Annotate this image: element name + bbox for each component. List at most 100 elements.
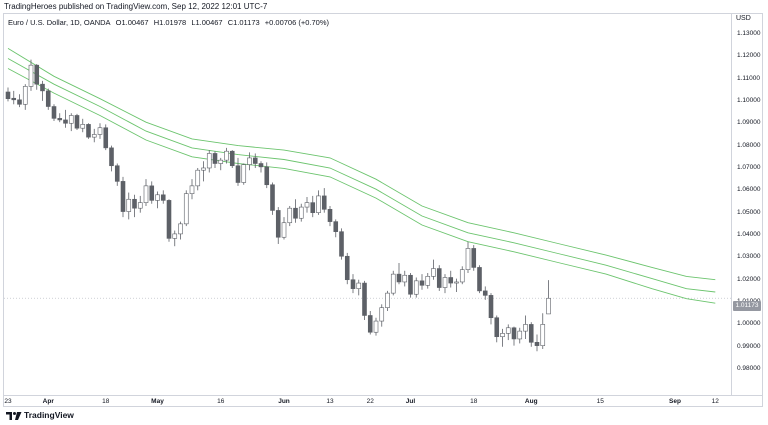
last-price-tag: 1.01173 <box>733 301 761 311</box>
low-value: L1.00467 <box>191 18 223 27</box>
candle-up <box>454 281 459 284</box>
footer-bar <box>0 407 768 425</box>
candle-down <box>45 90 51 107</box>
symbol-name: Euro / U.S. Dollar, 1D, OANDA <box>8 18 111 27</box>
time-tick-label: 12 <box>711 398 719 405</box>
candle-up <box>379 307 385 322</box>
candle-up <box>155 194 160 201</box>
candle-down <box>275 210 281 238</box>
candle-down <box>344 255 350 281</box>
time-tick-label: 18 <box>102 398 110 405</box>
candle-up <box>241 164 247 183</box>
candle-down <box>362 282 367 316</box>
candle-up <box>356 282 362 289</box>
candle-up <box>442 277 448 288</box>
candlestick-chart[interactable] <box>4 14 731 395</box>
candle-down <box>34 64 40 85</box>
candle-up <box>390 273 396 294</box>
price-tick-label: 1.06000 <box>737 186 761 194</box>
price-tick-label: 1.09000 <box>737 119 761 127</box>
price-tick-label: 1.08000 <box>737 141 761 149</box>
currency-label: USD <box>736 15 751 22</box>
candle-down <box>270 184 275 211</box>
price-tick-label: 1.07000 <box>737 163 761 171</box>
candle-down <box>86 124 91 138</box>
candle-down <box>293 207 298 219</box>
candle-up <box>189 185 195 194</box>
candle-up <box>316 195 321 213</box>
candle-down <box>5 91 11 99</box>
candle-up <box>431 268 436 277</box>
candle-up <box>540 324 546 346</box>
candle-up <box>298 206 304 219</box>
candle-down <box>57 118 63 121</box>
symbol-legend[interactable]: Euro / U.S. Dollar, 1D, OANDA O1.00467 H… <box>8 18 332 27</box>
candle-down <box>160 194 166 201</box>
time-tick-label: Apr <box>42 398 54 405</box>
publisher-note: TradingHeroes published on TradingView.c… <box>4 2 268 11</box>
candle-up <box>178 223 183 235</box>
candle-down <box>229 150 235 167</box>
candle-down <box>132 198 137 209</box>
candle-down <box>327 209 333 222</box>
candle-down <box>396 273 402 283</box>
candle-up <box>224 150 229 161</box>
candle-up <box>465 248 471 270</box>
candle-down <box>477 267 482 292</box>
candle-up <box>546 297 551 315</box>
candle-up <box>172 233 178 239</box>
candle-down <box>11 97 17 101</box>
change-value: +0.00706 (+0.70%) <box>264 18 329 27</box>
candle-down <box>51 106 57 119</box>
candle-up <box>28 64 34 87</box>
time-tick-label: 22 <box>366 398 374 405</box>
candle-down <box>258 163 264 168</box>
price-tick-label: 1.03000 <box>737 253 761 261</box>
candle-down <box>419 280 425 286</box>
candle-down <box>448 277 454 284</box>
price-tick-label: 0.98000 <box>737 365 761 373</box>
candle-up <box>523 324 528 332</box>
candle-up <box>281 222 287 238</box>
candle-down <box>436 268 442 288</box>
price-tick-label: 1.11000 <box>737 74 761 82</box>
time-tick-label: May <box>151 398 164 405</box>
candle-up <box>183 193 189 225</box>
candle-down <box>408 274 413 295</box>
candle-up <box>304 202 310 208</box>
candle-down <box>252 157 258 164</box>
time-tick-label: Jul <box>405 398 416 405</box>
envelope-middle-line <box>7 58 716 293</box>
candle-down <box>482 290 488 296</box>
envelope-upper-line <box>7 48 716 281</box>
candle-down <box>494 317 500 338</box>
time-tick-label: 13 <box>326 398 334 405</box>
open-value: O1.00467 <box>115 18 149 27</box>
high-value: H1.01978 <box>153 18 187 27</box>
candle-down <box>235 165 241 183</box>
time-tick-label: Sep <box>669 398 681 405</box>
time-tick-label: 18 <box>470 398 478 405</box>
price-tick-label: 1.13000 <box>737 29 761 37</box>
candle-down <box>40 83 45 92</box>
price-tick-label: 1.04000 <box>737 231 761 239</box>
candle-down <box>321 195 327 210</box>
time-tick-label: 23 <box>4 398 12 405</box>
candle-down <box>17 99 22 105</box>
candle-up <box>206 153 212 169</box>
candle-up <box>97 127 103 135</box>
chart-frame[interactable] <box>3 13 763 407</box>
price-tick-label: 1.12000 <box>737 52 761 60</box>
candle-down <box>534 342 540 346</box>
candle-down <box>103 127 109 149</box>
candle-down <box>488 295 494 319</box>
candle-down <box>264 166 270 186</box>
candle-down <box>114 165 120 182</box>
candle-down <box>333 221 339 232</box>
candle-up <box>22 86 28 105</box>
candle-up <box>91 134 97 138</box>
candle-up <box>517 330 523 340</box>
candle-up <box>137 202 143 209</box>
candle-up <box>201 167 206 171</box>
candle-up <box>425 276 431 286</box>
